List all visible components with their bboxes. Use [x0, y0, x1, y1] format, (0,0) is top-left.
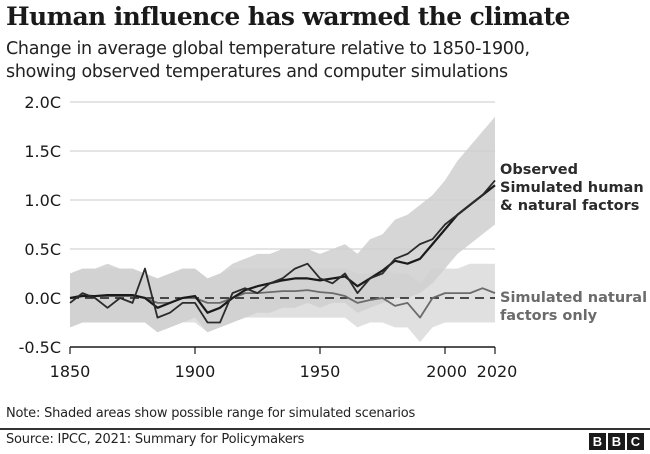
- footer-divider: [0, 428, 650, 430]
- subtitle-line-2: showing observed temperatures and comput…: [6, 62, 508, 82]
- simulated-human-natural-line: [69, 184, 496, 314]
- human-natural-range-band: [70, 116, 495, 333]
- bbc-logo-letter: B: [589, 433, 606, 450]
- chart-title: Human influence has warmed the climate: [6, 2, 570, 31]
- source-text: Source: IPCC, 2021: Summary for Policyma…: [6, 432, 305, 447]
- subtitle-line-1: Change in average global temperature rel…: [6, 39, 530, 59]
- y-tick-label: 1.5C: [24, 142, 61, 161]
- label-simulated-natural: factors only: [500, 308, 598, 324]
- series-labels: Observed Simulated human & natural factors…: [500, 162, 647, 324]
- x-tick-label: 1900: [175, 362, 216, 381]
- x-tick-label: 2020: [477, 362, 518, 381]
- y-tick-label: 0.0C: [24, 289, 61, 308]
- y-tick-label: 1.0C: [24, 191, 61, 210]
- range-bands: [70, 116, 495, 343]
- bbc-logo: B B C: [589, 433, 644, 450]
- label-simulated-human-natural: & natural factors: [500, 198, 639, 214]
- y-tick-label: 0.5C: [24, 240, 61, 259]
- series-lines: [69, 179, 496, 324]
- chart-subtitle: Change in average global temperature rel…: [6, 38, 530, 84]
- bbc-logo-letter: B: [608, 433, 625, 450]
- label-simulated-natural: Simulated natural: [500, 290, 647, 306]
- x-axis-labels: 1850 1900 1950 2000 2020: [50, 362, 518, 381]
- bbc-logo-letter: C: [627, 433, 644, 450]
- x-axis: [69, 346, 496, 354]
- observed-line: [69, 179, 496, 324]
- y-tick-label: -0.5C: [19, 338, 61, 357]
- x-tick-label: 2000: [426, 362, 467, 381]
- y-axis-labels: -0.5C 0.0C 0.5C 1.0C 1.5C 2.0C: [19, 93, 61, 357]
- x-tick-label: 1950: [300, 362, 341, 381]
- label-observed: Observed: [500, 162, 578, 178]
- temperature-chart: -0.5C 0.0C 0.5C 1.0C 1.5C 2.0C 1850 1900 1950 20…: [19, 93, 647, 381]
- x-tick-label: 1850: [50, 362, 91, 381]
- y-tick-label: 2.0C: [24, 93, 61, 112]
- footnote: Note: Shaded areas show possible range f…: [6, 406, 416, 421]
- label-simulated-human-natural: Simulated human: [500, 180, 644, 196]
